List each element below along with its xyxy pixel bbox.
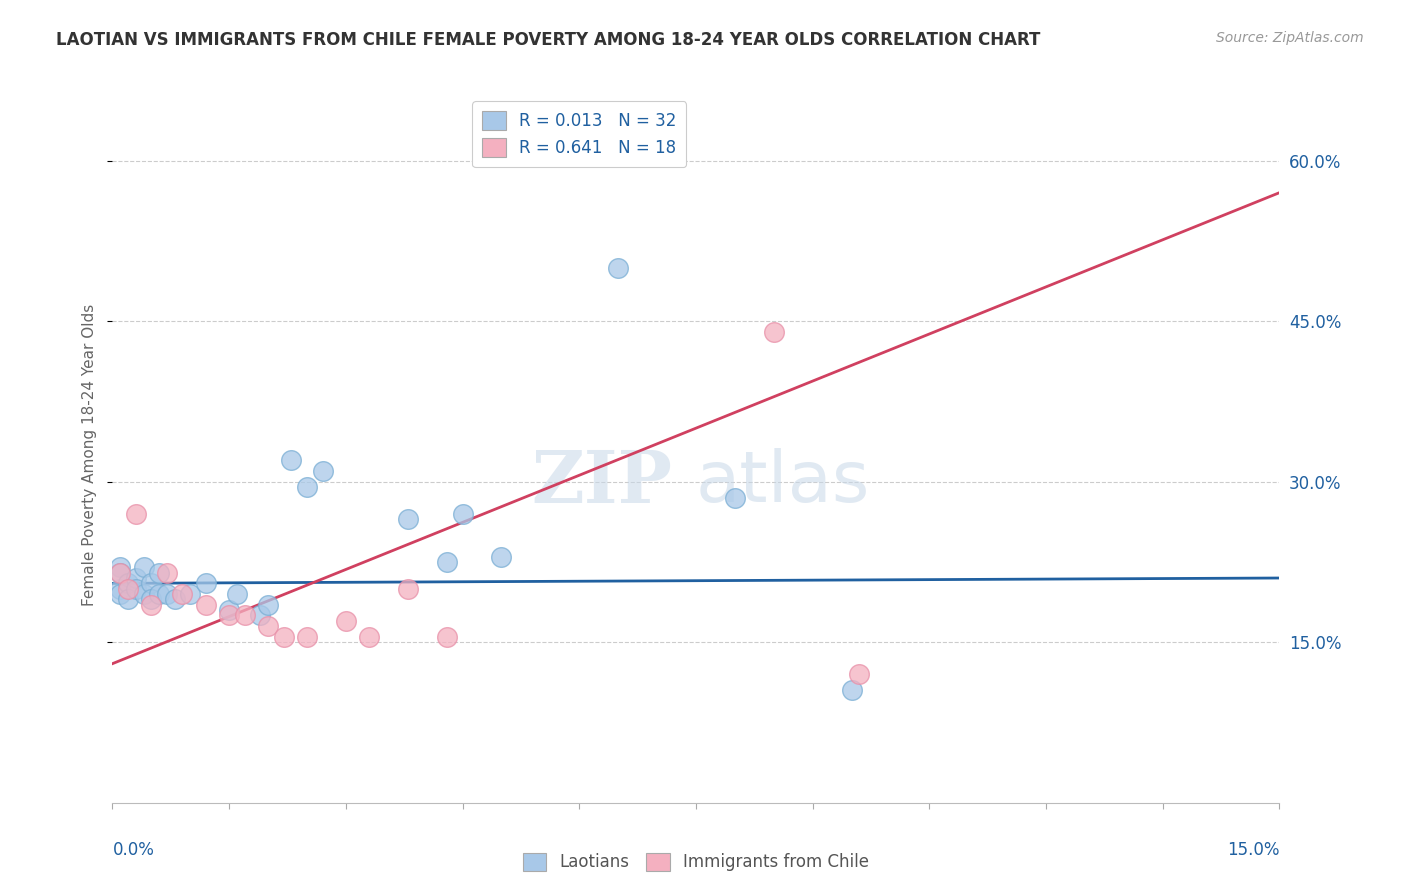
Text: Source: ZipAtlas.com: Source: ZipAtlas.com bbox=[1216, 31, 1364, 45]
Text: LAOTIAN VS IMMIGRANTS FROM CHILE FEMALE POVERTY AMONG 18-24 YEAR OLDS CORRELATIO: LAOTIAN VS IMMIGRANTS FROM CHILE FEMALE … bbox=[56, 31, 1040, 49]
Point bbox=[724, 491, 747, 505]
Text: atlas: atlas bbox=[696, 449, 870, 517]
Legend: Laotians, Immigrants from Chile: Laotians, Immigrants from Chile bbox=[516, 846, 876, 878]
Y-axis label: Female Poverty Among 18-24 Year Olds: Female Poverty Among 18-24 Year Olds bbox=[82, 304, 97, 606]
Point bbox=[396, 582, 419, 596]
Point bbox=[148, 566, 170, 580]
Point bbox=[218, 608, 240, 623]
Point bbox=[848, 667, 870, 681]
Point bbox=[117, 576, 139, 591]
Point bbox=[110, 566, 132, 580]
Point bbox=[125, 571, 148, 585]
Point bbox=[257, 598, 280, 612]
Point bbox=[141, 576, 163, 591]
Point bbox=[110, 560, 132, 574]
Point bbox=[117, 582, 139, 596]
Point bbox=[110, 582, 132, 596]
Point bbox=[257, 619, 280, 633]
Point bbox=[436, 630, 458, 644]
Point bbox=[117, 592, 139, 607]
Point bbox=[194, 598, 217, 612]
Point bbox=[335, 614, 357, 628]
Point bbox=[841, 683, 863, 698]
Point bbox=[110, 587, 132, 601]
Point bbox=[125, 582, 148, 596]
Text: ZIP: ZIP bbox=[531, 447, 672, 518]
Point bbox=[436, 555, 458, 569]
Point bbox=[156, 587, 179, 601]
Point bbox=[451, 507, 474, 521]
Point bbox=[491, 549, 513, 564]
Point bbox=[132, 560, 155, 574]
Point bbox=[132, 587, 155, 601]
Point bbox=[396, 512, 419, 526]
Point bbox=[273, 630, 295, 644]
Point bbox=[233, 608, 256, 623]
Point bbox=[607, 260, 630, 275]
Point bbox=[172, 587, 194, 601]
Point bbox=[249, 608, 271, 623]
Point bbox=[141, 592, 163, 607]
Point bbox=[163, 592, 186, 607]
Point bbox=[762, 325, 785, 339]
Point bbox=[194, 576, 217, 591]
Point bbox=[280, 453, 302, 467]
Point bbox=[125, 507, 148, 521]
Point bbox=[295, 630, 318, 644]
Point bbox=[295, 480, 318, 494]
Point bbox=[148, 587, 170, 601]
Point bbox=[141, 598, 163, 612]
Point bbox=[110, 566, 132, 580]
Point bbox=[218, 603, 240, 617]
Point bbox=[226, 587, 249, 601]
Point bbox=[359, 630, 381, 644]
Point bbox=[156, 566, 179, 580]
Point bbox=[179, 587, 201, 601]
Text: 15.0%: 15.0% bbox=[1227, 841, 1279, 859]
Point bbox=[311, 464, 333, 478]
Text: 0.0%: 0.0% bbox=[112, 841, 155, 859]
